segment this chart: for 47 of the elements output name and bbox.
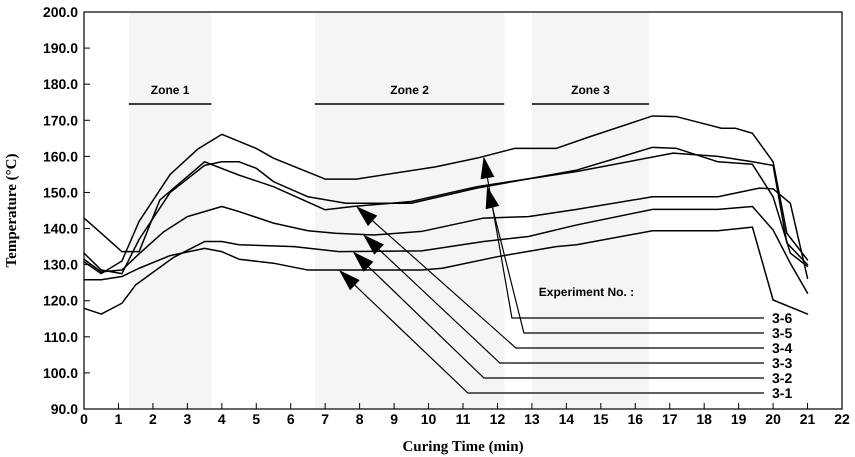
x-tick-label: 11 — [456, 411, 471, 427]
x-tick-label: 17 — [662, 411, 678, 427]
text: 3-3 — [772, 355, 792, 371]
y-tick-label: 120.0 — [42, 292, 78, 309]
x-tick-label: 20 — [765, 411, 782, 427]
x-tick-label: 22 — [834, 411, 850, 427]
x-tick-label: 4 — [218, 411, 226, 427]
x-tick-label: 19 — [730, 411, 747, 427]
y-tick-label: 190.0 — [42, 40, 78, 56]
y-tick-label: 90.0 — [50, 401, 78, 417]
text: 3-2 — [772, 370, 792, 386]
x-tick-label: 13 — [524, 411, 540, 427]
text: 3-5 — [772, 325, 792, 341]
band-label: Zone 1 — [150, 83, 190, 97]
y-tick-label: 150.0 — [42, 184, 78, 200]
x-tick-label: 21 — [800, 411, 816, 427]
x-tick-label: 1 — [114, 411, 123, 427]
x-tick-label: 8 — [356, 411, 364, 427]
x-tick-label: 2 — [149, 411, 158, 427]
x-tick-label: 15 — [593, 411, 609, 427]
y-tick-label: 170.0 — [42, 112, 78, 128]
x-tick-label: 10 — [420, 411, 437, 427]
x-tick-label: 5 — [252, 411, 260, 427]
text: 3-1 — [772, 385, 792, 401]
y-tick-label: 160.0 — [42, 148, 78, 164]
y-tick-label: 180.0 — [42, 76, 78, 92]
x-axis-title: Curing Time (min) — [402, 439, 524, 455]
x-tick-label: 9 — [390, 411, 398, 427]
band-label: Zone 3 — [571, 83, 610, 97]
y-tick-label: 100.0 — [42, 364, 78, 381]
y-tick-label: 110.0 — [44, 328, 78, 345]
x-tick-label: 0 — [80, 411, 88, 427]
text: 3-6 — [772, 310, 792, 326]
x-tick-label: 7 — [321, 411, 330, 427]
y-tick-label: 130.0 — [42, 256, 78, 273]
legend-title: Experiment No. : — [538, 285, 634, 299]
x-tick-label: 12 — [490, 411, 506, 427]
x-tick-label: 3 — [183, 411, 192, 427]
y-tick-label: 140.0 — [42, 220, 78, 237]
x-tick-label: 18 — [696, 411, 712, 427]
x-tick-label: 16 — [627, 411, 644, 427]
y-tick-label: 200.0 — [42, 4, 78, 20]
text: 3-4 — [772, 340, 792, 356]
band-label: Zone 2 — [390, 83, 430, 97]
y-axis-title: Temperature (°C) — [4, 154, 20, 268]
x-tick-label: 14 — [558, 411, 574, 427]
x-tick-label: 6 — [286, 411, 295, 427]
